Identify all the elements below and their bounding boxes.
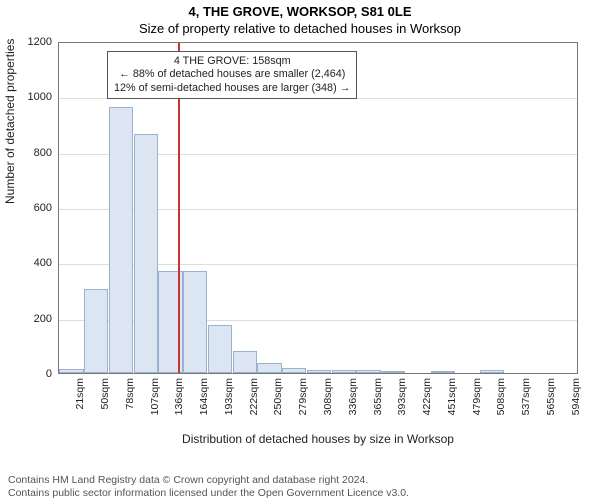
histogram-bar bbox=[59, 369, 83, 373]
histogram-bar bbox=[381, 371, 405, 373]
annotation-line: 12% of semi-detached houses are larger (… bbox=[114, 82, 350, 95]
x-tick-label: 250sqm bbox=[272, 378, 284, 415]
x-tick-label: 365sqm bbox=[372, 378, 384, 415]
y-tick-label: 0 bbox=[46, 368, 52, 380]
x-tick-label: 422sqm bbox=[421, 378, 433, 415]
y-tick-label: 1000 bbox=[28, 91, 52, 103]
x-tick-label: 479sqm bbox=[471, 378, 483, 415]
annotation-line: ← 88% of detached houses are smaller (2,… bbox=[114, 68, 350, 81]
x-tick-label: 537sqm bbox=[520, 378, 532, 415]
y-tick-label: 800 bbox=[34, 147, 52, 159]
y-tick-label: 600 bbox=[34, 202, 52, 214]
histogram-bar bbox=[356, 370, 380, 373]
x-tick-label: 279sqm bbox=[297, 378, 309, 415]
x-tick-label: 136sqm bbox=[173, 378, 185, 415]
plot-area: 4 THE GROVE: 158sqm← 88% of detached hou… bbox=[58, 42, 578, 374]
page-title: 4, THE GROVE, WORKSOP, S81 0LE bbox=[0, 4, 600, 19]
annotation-box: 4 THE GROVE: 158sqm← 88% of detached hou… bbox=[107, 51, 357, 99]
y-tick-label: 400 bbox=[34, 257, 52, 269]
histogram-bar bbox=[233, 351, 257, 373]
x-tick-label: 193sqm bbox=[223, 378, 235, 415]
x-tick-label: 594sqm bbox=[570, 378, 582, 415]
x-tick-label: 164sqm bbox=[198, 378, 210, 415]
y-tick-label: 200 bbox=[34, 313, 52, 325]
histogram-bar bbox=[183, 271, 207, 373]
x-tick-label: 21sqm bbox=[74, 378, 86, 410]
x-tick-label: 508sqm bbox=[495, 378, 507, 415]
histogram-bar bbox=[208, 325, 232, 373]
histogram-bar bbox=[480, 370, 504, 373]
x-tick-label: 565sqm bbox=[545, 378, 557, 415]
histogram-bar bbox=[431, 371, 455, 373]
x-tick-label: 78sqm bbox=[124, 378, 136, 410]
footer-attribution: Contains HM Land Registry data © Crown c… bbox=[8, 474, 409, 500]
histogram-bar bbox=[84, 289, 108, 373]
x-tick-label: 222sqm bbox=[248, 378, 260, 415]
x-tick-label: 451sqm bbox=[446, 378, 458, 415]
x-tick-label: 107sqm bbox=[149, 378, 161, 415]
footer-line-1: Contains HM Land Registry data © Crown c… bbox=[8, 474, 409, 487]
histogram-bar bbox=[257, 363, 281, 373]
histogram-bar bbox=[307, 370, 331, 373]
histogram-bar bbox=[109, 107, 133, 373]
page-subtitle: Size of property relative to detached ho… bbox=[0, 21, 600, 36]
histogram-bar bbox=[282, 368, 306, 373]
x-tick-label: 393sqm bbox=[396, 378, 408, 415]
histogram-bar bbox=[332, 370, 356, 373]
chart-container: 4 THE GROVE: 158sqm← 88% of detached hou… bbox=[58, 42, 578, 412]
x-tick-label: 50sqm bbox=[99, 378, 111, 410]
x-tick-label: 308sqm bbox=[322, 378, 334, 415]
x-axis-title: Distribution of detached houses by size … bbox=[58, 432, 578, 446]
y-tick-label: 1200 bbox=[28, 36, 52, 48]
annotation-line: 4 THE GROVE: 158sqm bbox=[114, 55, 350, 68]
y-axis-title: Number of detached properties bbox=[3, 39, 17, 204]
x-tick-label: 336sqm bbox=[347, 378, 359, 415]
footer-line-2: Contains public sector information licen… bbox=[8, 487, 409, 500]
histogram-bar bbox=[134, 134, 158, 373]
